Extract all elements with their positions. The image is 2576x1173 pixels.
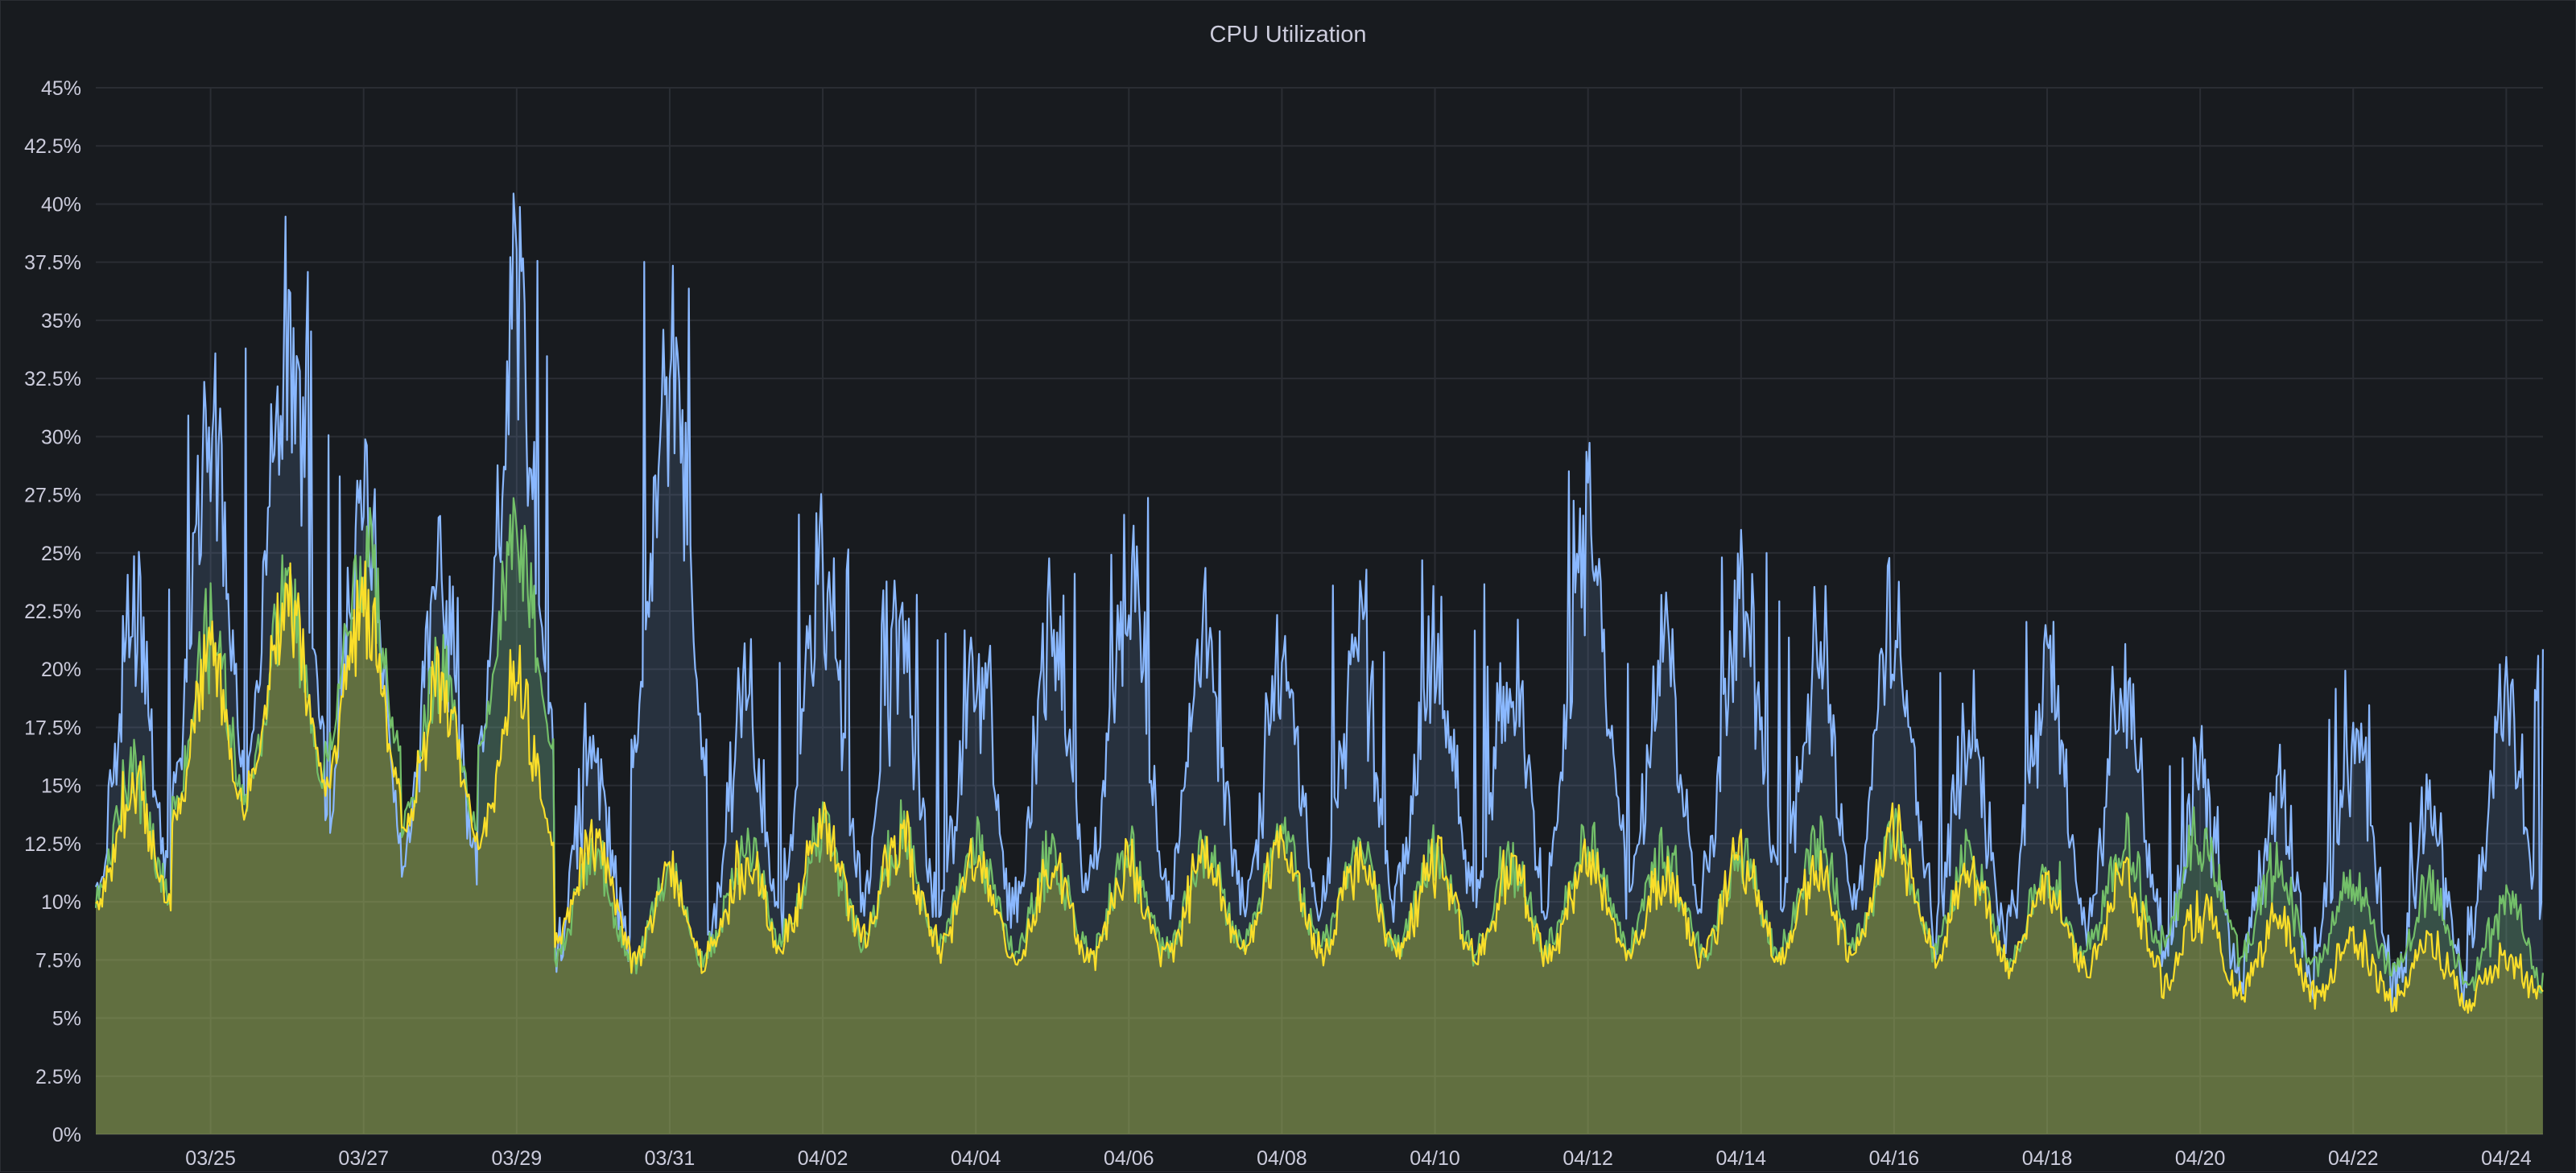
x-tick-label: 04/20 [2175,1147,2226,1170]
series-lines [94,192,2544,1014]
y-tick-label: 20% [41,659,81,681]
y-tick-label: 37.5% [24,252,81,275]
y-tick-label: 27.5% [24,485,81,507]
y-tick-label: 25% [41,543,81,565]
x-tick-label: 03/31 [645,1147,696,1170]
x-axis: 03/25 03/27 03/29 03/31 04/02 04/04 04/06 04/08… [185,1147,2531,1170]
x-tick-label: 04/14 [1715,1147,1766,1170]
chart-title: CPU Utilization [1209,22,1367,47]
x-tick-label: 04/02 [798,1147,848,1170]
series-areas [96,193,2543,1134]
y-tick-label: 32.5% [24,368,81,390]
series-area-2 [96,561,2543,1134]
y-tick-label: 30% [41,426,81,448]
y-tick-label: 15% [41,775,81,798]
y-axis: 0% 2.5% 5% 7.5% 10% 12.5% 15% 17.5% 20% 22.5% 25% 2… [24,77,81,1146]
x-tick-label: 04/08 [1257,1147,1307,1170]
y-tick-label: 12.5% [24,833,81,856]
y-tick-label: 0% [52,1124,81,1146]
x-tick-label: 03/25 [185,1147,236,1170]
y-tick-label: 42.5% [24,135,81,158]
x-tick-label: 04/16 [1869,1147,1920,1170]
series-line-2[interactable] [95,560,2544,1014]
y-tick-label: 40% [41,193,81,216]
y-tick-label: 17.5% [24,717,81,739]
x-tick-label: 04/10 [1410,1147,1460,1170]
y-tick-label: 22.5% [24,601,81,623]
x-tick-label: 04/04 [951,1147,1001,1170]
y-tick-label: 7.5% [35,949,81,972]
y-tick-label: 2.5% [35,1066,81,1088]
x-tick-label: 03/27 [338,1147,389,1170]
series-area-1 [96,498,2543,1134]
x-tick-label: 04/24 [2481,1147,2532,1170]
x-tick-label: 03/29 [492,1147,543,1170]
y-tick-label: 5% [52,1008,81,1031]
x-tick-label: 04/12 [1563,1147,1613,1170]
series-line-0[interactable] [94,192,2544,1011]
y-tick-label: 35% [41,310,81,332]
x-tick-label: 04/22 [2328,1147,2379,1170]
x-tick-label: 04/06 [1104,1147,1154,1170]
y-tick-label: 10% [41,891,81,914]
x-tick-label: 04/18 [2022,1147,2073,1170]
y-tick-label: 45% [41,77,81,100]
